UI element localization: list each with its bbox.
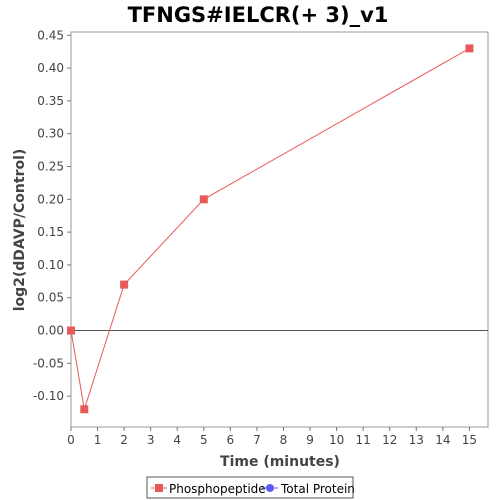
y-tick-label: 0.30 xyxy=(37,127,64,141)
y-tick-label: 0.45 xyxy=(37,28,64,42)
x-tick-label: 10 xyxy=(329,433,344,447)
x-tick-label: 7 xyxy=(253,433,261,447)
x-tick-label: 15 xyxy=(462,433,477,447)
y-tick-label: -0.05 xyxy=(33,356,64,370)
y-tick-label: -0.10 xyxy=(33,389,64,403)
y-tick-label: 0.10 xyxy=(37,258,64,272)
legend-marker-phosphopeptide xyxy=(155,484,163,492)
legend-item-total-protein: Total Protein xyxy=(262,482,355,496)
y-tick-label: 0.25 xyxy=(37,160,64,174)
y-tick-label: 0.35 xyxy=(37,94,64,108)
x-tick-label: 6 xyxy=(227,433,235,447)
x-tick-label: 1 xyxy=(94,433,102,447)
y-tick-label: 0.15 xyxy=(37,225,64,239)
data-point-phosphopeptide xyxy=(80,405,89,414)
x-tick-label: 5 xyxy=(200,433,208,447)
legend: Phosphopeptide Total Protein xyxy=(146,476,355,499)
y-tick-label: 0.05 xyxy=(37,291,64,305)
y-axis: -0.10 -0.05 0.00 0.05 0.10 0.15 0.20 0.25 0.30 0.… xyxy=(33,28,71,403)
x-tick-label: 13 xyxy=(409,433,424,447)
x-tick-label: 8 xyxy=(280,433,288,447)
x-tick-label: 14 xyxy=(435,433,450,447)
data-point-phosphopeptide xyxy=(120,280,129,289)
x-tick-label: 12 xyxy=(382,433,397,447)
x-axis: 0 1 2 3 4 5 6 7 8 9 10 11 12 13 14 15 xyxy=(67,427,477,447)
y-axis-label: log2(dDAVP/Control) xyxy=(12,149,28,312)
x-tick-label: 0 xyxy=(67,433,75,447)
data-point-phosphopeptide xyxy=(67,326,75,335)
plot-area xyxy=(70,31,489,428)
y-tick-label: 0.20 xyxy=(37,192,64,206)
x-tick-label: 4 xyxy=(173,433,181,447)
x-tick-label: 11 xyxy=(356,433,371,447)
legend-item-phosphopeptide: Phosphopeptide xyxy=(151,482,266,496)
data-point-phosphopeptide xyxy=(465,44,474,53)
legend-box xyxy=(146,476,354,499)
x-axis-label: Time (minutes) xyxy=(220,454,340,470)
y-tick-label: 0.00 xyxy=(37,324,64,338)
data-point-phosphopeptide xyxy=(199,195,208,204)
x-tick-label: 2 xyxy=(120,433,128,447)
chart-title: TFNGS#IELCR(+ 3)_v1 xyxy=(128,3,389,27)
legend-marker-total-protein xyxy=(266,484,274,492)
x-tick-label: 9 xyxy=(306,433,314,447)
legend-label-phosphopeptide: Phosphopeptide xyxy=(169,482,266,496)
series-layer xyxy=(67,44,474,414)
legend-label-total-protein: Total Protein xyxy=(280,482,355,496)
x-tick-label: 3 xyxy=(147,433,155,447)
y-tick-label: 0.40 xyxy=(37,61,64,75)
